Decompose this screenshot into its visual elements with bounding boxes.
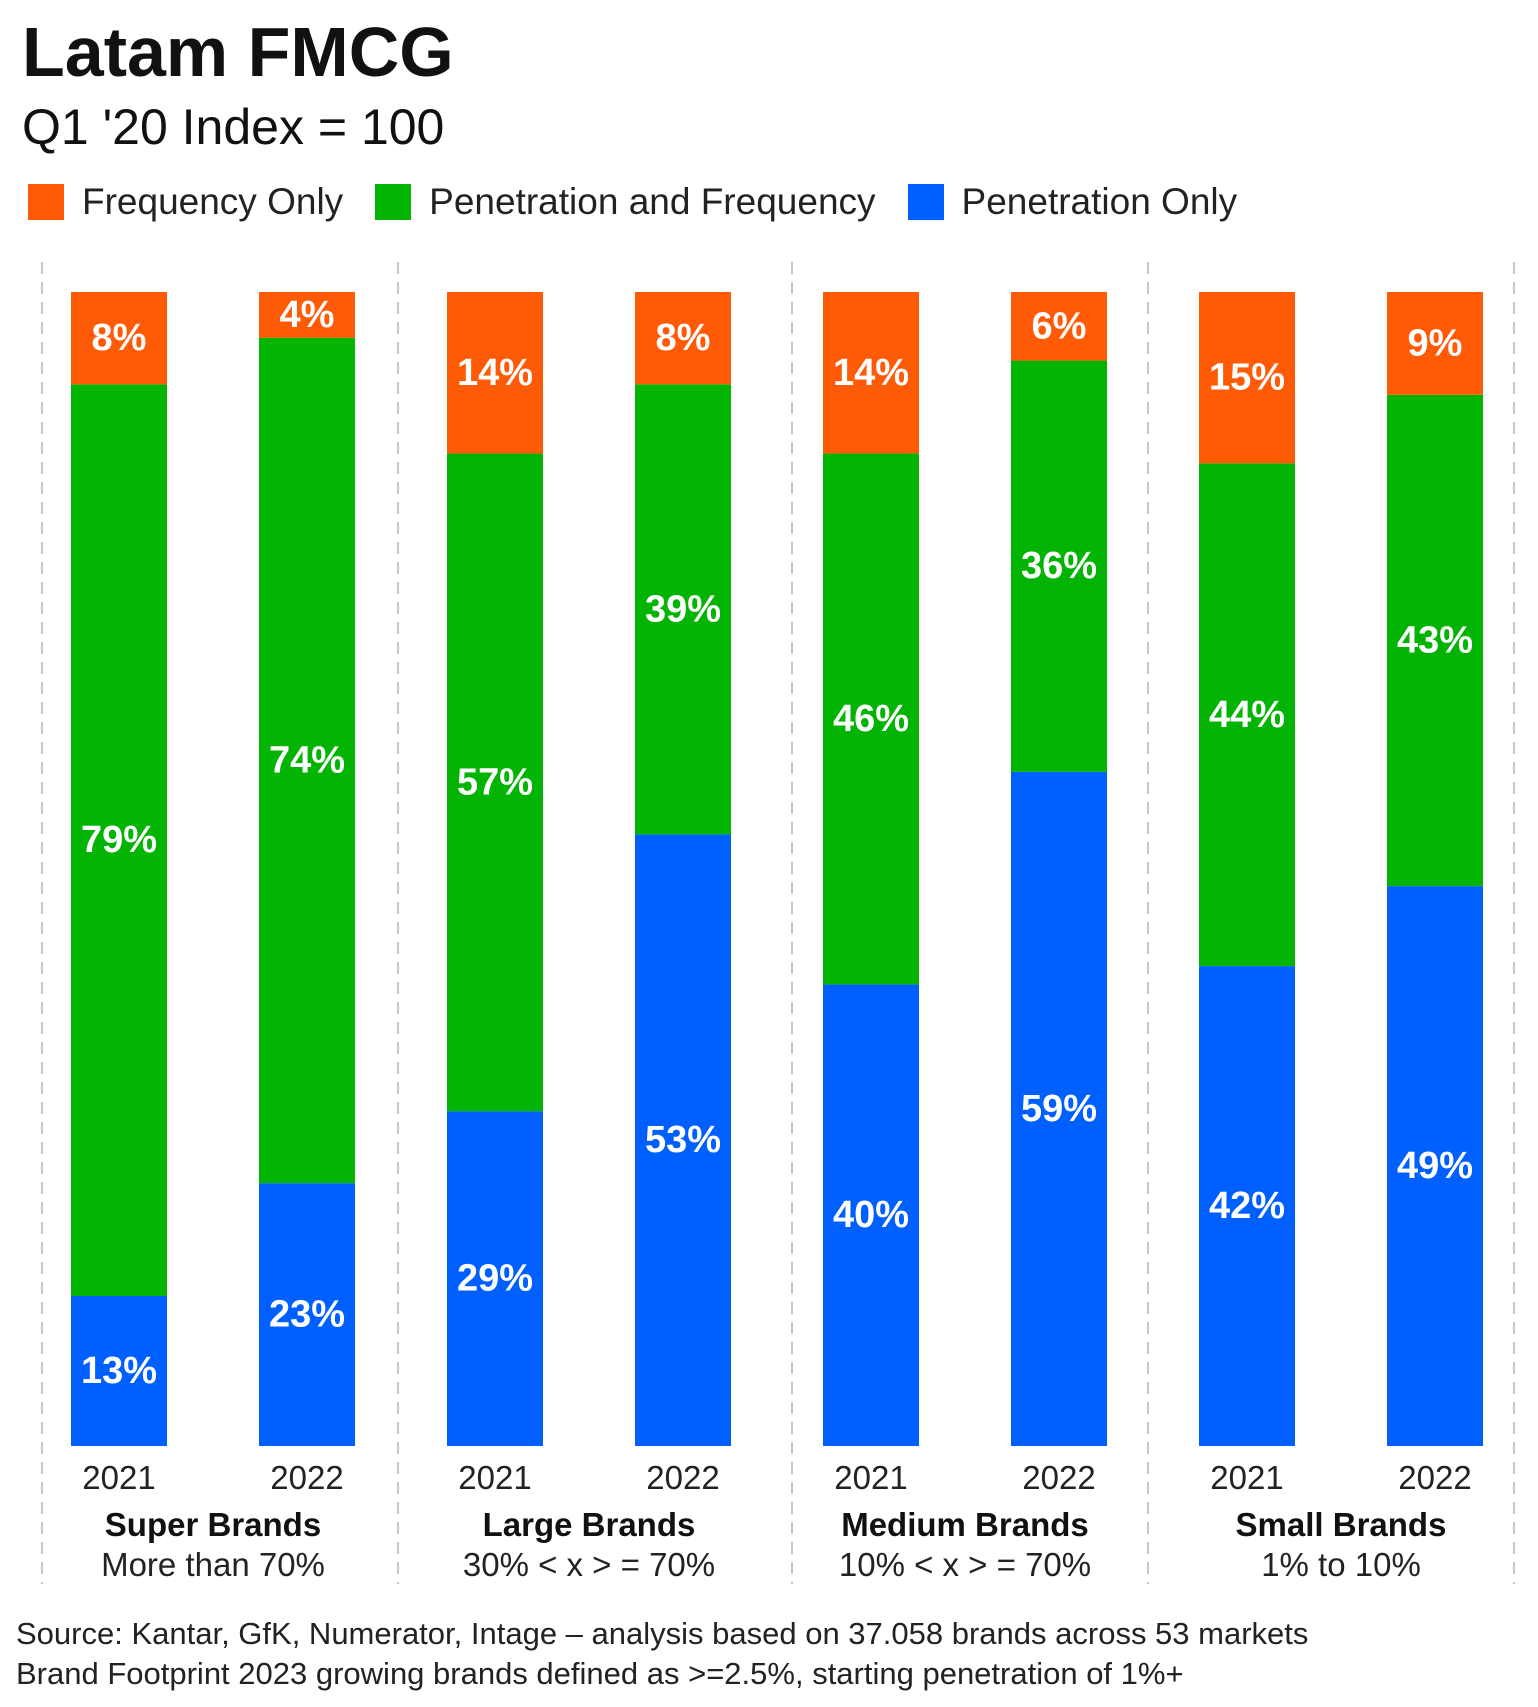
data-label-large-brands-2022-penetration-only: 53% (645, 1119, 721, 1161)
bar-small-brands-2022-penetration-only (1387, 886, 1483, 1446)
legend-label-frequency-only: Frequency Only (82, 181, 344, 222)
bar-super-brands-2022-penetration-only (259, 1183, 355, 1446)
source-line-2: Brand Footprint 2023 growing brands defi… (16, 1656, 1184, 1691)
bar-super-brands-2022-penetration-and-frequency (259, 337, 355, 1184)
data-label-medium-brands-2021-frequency-only: 14% (833, 352, 909, 394)
group-range-super-brands: More than 70% (101, 1546, 325, 1583)
data-label-medium-brands-2021-penetration-and-frequency: 46% (833, 698, 909, 740)
source-note: Source: Kantar, GfK, Numerator, Intage –… (16, 1614, 1308, 1694)
bar-super-brands-2022-frequency-only (259, 292, 355, 338)
data-label-medium-brands-2022-frequency-only: 6% (1032, 305, 1087, 347)
group-label-medium-brands: Medium Brands (841, 1506, 1089, 1543)
data-label-medium-brands-2021-penetration-only: 40% (833, 1194, 909, 1236)
x-tick-super-brands-2022: 2022 (270, 1459, 343, 1496)
data-label-large-brands-2021-penetration-and-frequency: 57% (457, 761, 533, 803)
legend-swatch-frequency-only (28, 184, 64, 220)
data-label-small-brands-2021-frequency-only: 15% (1209, 357, 1285, 399)
bar-medium-brands-2021-penetration-and-frequency (823, 453, 919, 985)
bar-medium-brands-2021-penetration-only (823, 984, 919, 1446)
data-label-super-brands-2022-penetration-and-frequency: 74% (269, 739, 345, 781)
bar-medium-brands-2022-penetration-and-frequency (1011, 360, 1107, 772)
legend-label-penetration-only: Penetration Only (961, 181, 1238, 222)
data-label-small-brands-2021-penetration-and-frequency: 44% (1209, 694, 1285, 736)
data-label-small-brands-2021-penetration-only: 42% (1209, 1185, 1285, 1227)
data-label-super-brands-2022-frequency-only: 4% (280, 294, 335, 336)
x-tick-small-brands-2022: 2022 (1398, 1459, 1471, 1496)
bar-super-brands-2021-penetration-only (71, 1295, 167, 1446)
bar-small-brands-2022-frequency-only (1387, 292, 1483, 395)
data-label-small-brands-2022-penetration-and-frequency: 43% (1397, 619, 1473, 661)
bar-small-brands-2021-penetration-only (1199, 966, 1295, 1446)
data-label-super-brands-2021-penetration-and-frequency: 79% (81, 819, 157, 861)
bar-small-brands-2021-frequency-only (1199, 292, 1295, 464)
x-tick-small-brands-2021: 2021 (1210, 1459, 1283, 1496)
chart-subtitle: Q1 '20 Index = 100 (22, 99, 445, 155)
bar-large-brands-2022-frequency-only (635, 292, 731, 385)
group-range-large-brands: 30% < x > = 70% (463, 1546, 715, 1583)
data-label-large-brands-2021-penetration-only: 29% (457, 1258, 533, 1300)
legend: Frequency Only Penetration and Frequency… (28, 180, 1269, 224)
bar-medium-brands-2022-frequency-only (1011, 292, 1107, 361)
legend-label-penetration-and-frequency: Penetration and Frequency (429, 181, 876, 222)
bar-large-brands-2021-penetration-only (447, 1111, 543, 1446)
x-tick-medium-brands-2021: 2021 (834, 1459, 907, 1496)
data-label-large-brands-2022-penetration-and-frequency: 39% (645, 588, 721, 630)
legend-item-penetration-and-frequency: Penetration and Frequency (375, 181, 876, 223)
source-line-1: Source: Kantar, GfK, Numerator, Intage –… (16, 1616, 1309, 1651)
data-label-medium-brands-2022-penetration-only: 59% (1021, 1088, 1097, 1130)
x-tick-super-brands-2021: 2021 (82, 1459, 155, 1496)
data-label-small-brands-2022-penetration-only: 49% (1397, 1145, 1473, 1187)
bar-super-brands-2021-frequency-only (71, 292, 167, 385)
bar-medium-brands-2022-penetration-only (1011, 771, 1107, 1446)
legend-item-penetration-only: Penetration Only (907, 181, 1238, 223)
data-label-medium-brands-2022-penetration-and-frequency: 36% (1021, 545, 1097, 587)
chart-title: Latam FMCG (22, 13, 454, 91)
x-tick-medium-brands-2022: 2022 (1022, 1459, 1095, 1496)
data-label-super-brands-2021-frequency-only: 8% (92, 317, 147, 359)
data-label-large-brands-2021-frequency-only: 14% (457, 352, 533, 394)
bar-small-brands-2021-penetration-and-frequency (1199, 463, 1295, 967)
group-range-medium-brands: 10% < x > = 70% (839, 1546, 1091, 1583)
group-label-large-brands: Large Brands (483, 1506, 696, 1543)
bar-large-brands-2022-penetration-only (635, 834, 731, 1446)
group-label-super-brands: Super Brands (105, 1506, 321, 1543)
bar-large-brands-2022-penetration-and-frequency (635, 384, 731, 835)
stacked-bar-chart: 13% 79% 8% 2021 23% 74% 4% 2022 Super BrandsMore… (41, 262, 1515, 1584)
data-label-super-brands-2022-penetration-only: 23% (269, 1294, 345, 1336)
legend-swatch-penetration-only (907, 184, 944, 220)
group-label-small-brands: Small Brands (1236, 1506, 1447, 1543)
data-label-large-brands-2022-frequency-only: 8% (656, 317, 711, 359)
bar-large-brands-2021-frequency-only (447, 292, 543, 454)
legend-swatch-penetration-and-frequency (375, 184, 412, 220)
bar-large-brands-2021-penetration-and-frequency (447, 453, 543, 1112)
data-label-small-brands-2022-frequency-only: 9% (1408, 322, 1463, 364)
bar-medium-brands-2021-frequency-only (823, 292, 919, 454)
x-tick-large-brands-2021: 2021 (458, 1459, 531, 1496)
bar-small-brands-2022-penetration-and-frequency (1387, 394, 1483, 887)
legend-item-frequency-only: Frequency Only (28, 181, 343, 223)
data-label-super-brands-2021-penetration-only: 13% (81, 1350, 157, 1392)
x-tick-large-brands-2022: 2022 (646, 1459, 719, 1496)
bar-super-brands-2021-penetration-and-frequency (71, 384, 167, 1296)
group-range-small-brands: 1% to 10% (1261, 1546, 1421, 1583)
